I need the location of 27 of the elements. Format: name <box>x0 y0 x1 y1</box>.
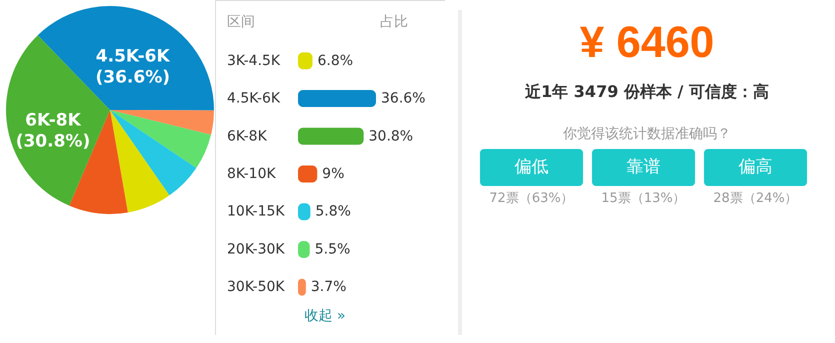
data-label: 6.8% <box>317 52 354 69</box>
data-label: 5.5% <box>314 241 350 258</box>
y-tick-label: 8K-10K <box>227 166 276 182</box>
data-label: 3.7% <box>310 279 346 296</box>
text: ¥ 6460 <box>578 18 716 68</box>
data-label: 36.6% <box>381 90 426 107</box>
data-label: (30.8%) <box>16 132 90 152</box>
y-axis-title: 区间 <box>227 14 255 30</box>
text: 你觉得该统计数据准确吗？ <box>562 125 732 143</box>
y-tick-label: 6K-8K <box>227 128 268 144</box>
y-tick-label: 3K-4.5K <box>227 52 281 69</box>
y-tick-label: 30K-50K <box>227 279 286 296</box>
data-label: (36.6%) <box>95 68 170 88</box>
slice-label: 6K-8K <box>25 110 82 131</box>
text: 72票（63%） <box>488 190 575 207</box>
data-label: 30.8% <box>368 128 414 144</box>
text: 占比 <box>380 14 408 30</box>
y-tick-label: 20K-30K <box>227 241 286 258</box>
text: 15票（13%） <box>600 190 687 207</box>
data-label: 9% <box>322 166 344 182</box>
slice-label: 4.5K-6K <box>96 46 170 67</box>
text: 28票（24%） <box>712 190 799 207</box>
text: 收起 » <box>304 308 346 324</box>
data-label: 5.8% <box>315 204 351 220</box>
y-tick-label: 4.5K-6K <box>227 90 281 107</box>
text: 近1年 3479 份样本 / 可信度：高 <box>524 82 770 103</box>
y-tick-label: 10K-15K <box>227 204 286 220</box>
